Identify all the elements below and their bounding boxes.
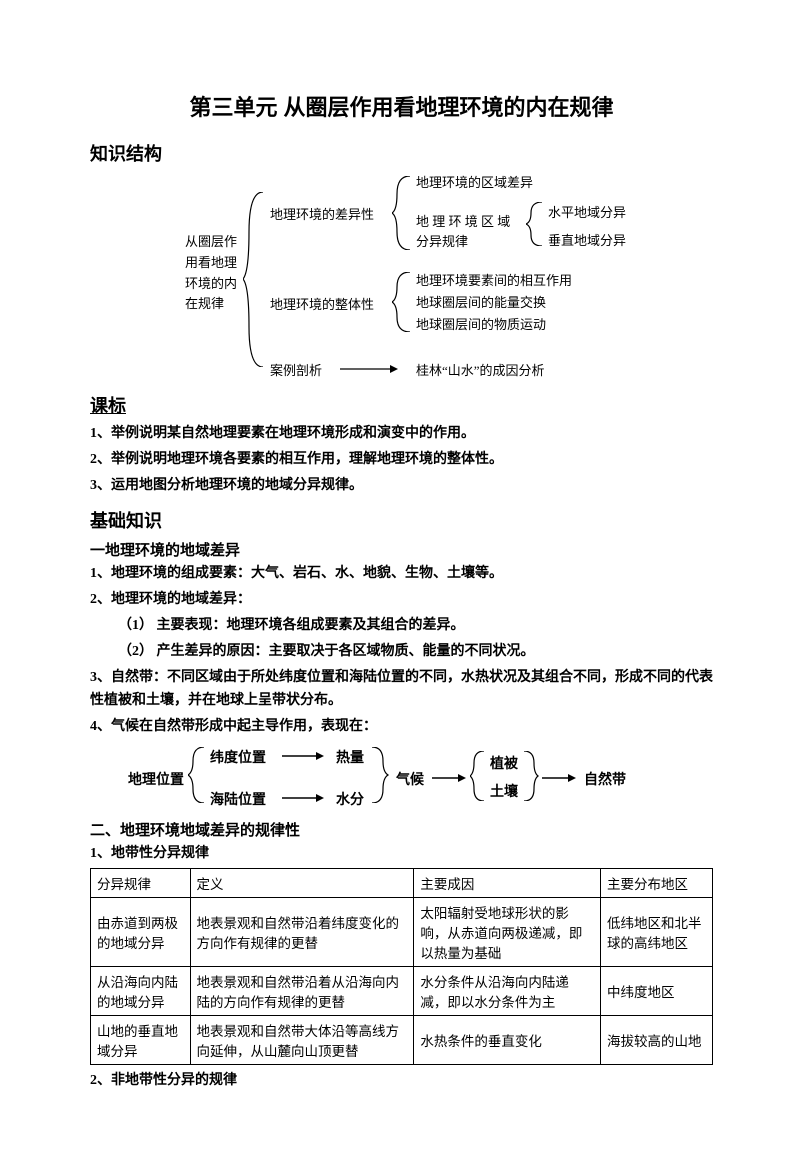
b1b1: 水平地域分异 xyxy=(548,202,626,221)
d2-mid: 气候 xyxy=(396,769,424,789)
root-node: 从圈层作 用看地理 环境的内 在规律 xyxy=(185,232,237,315)
basics-p1: 1、地理环境的组成要素：大气、岩石、水、地貌、生物、土壤等。 xyxy=(90,562,713,586)
document-title: 第三单元 从圈层作用看地理环境的内在规律 xyxy=(90,90,713,122)
climate-flow-diagram: 地理位置 纬度位置 海陆位置 热量 水分 气候 植被 土壤 xyxy=(90,743,713,813)
b2a: 地理环境要素间的相互作用 xyxy=(416,270,572,289)
b3a: 桂林“山水”的成因分析 xyxy=(416,360,545,379)
standard-line-3: 3、运用地图分析地理环境的地域分异规律。 xyxy=(90,474,713,498)
branch-whole: 地理环境的整体性 xyxy=(270,294,374,313)
b1b: 地 理 环 境 区 域 分异规律 xyxy=(416,212,510,252)
arrow-case-icon xyxy=(340,362,400,376)
d2-root: 地理位置 xyxy=(128,769,184,789)
b1a: 地理环境的区域差异 xyxy=(416,172,533,191)
d2-c1: 植被 xyxy=(490,753,518,773)
basics-p2a: （1） 主要表现：地理环境各组成要素及其组合的差异。 xyxy=(90,614,713,638)
brace-b2-icon xyxy=(392,272,414,332)
table-header-row: 分异规律 定义 主要成因 主要分布地区 xyxy=(91,868,713,897)
cell: 地表景观和自然带沿着纬度变化的方向作有规律的更替 xyxy=(190,897,414,966)
arrow-d2-1-icon xyxy=(282,749,326,763)
cell: 水分条件从沿海向内陆递减，即以水分条件为主 xyxy=(414,966,601,1015)
cell: 地表景观和自然带沿着从沿海向内陆的方向作有规律的更替 xyxy=(190,966,414,1015)
section-heading-structure: 知识结构 xyxy=(90,140,713,166)
rules-table: 分异规律 定义 主要成因 主要分布地区 由赤道到两极的地域分异 地表景观和自然带… xyxy=(90,868,713,1065)
section-heading-standard: 课标 xyxy=(90,392,713,418)
cell: 山地的垂直地域分异 xyxy=(91,1015,191,1064)
cell: 海拔较高的山地 xyxy=(601,1015,713,1064)
table-row: 从沿海向内陆的地域分异 地表景观和自然带沿着从沿海向内陆的方向作有规律的更替 水… xyxy=(91,966,713,1015)
b2b: 地球圈层间的能量交换 xyxy=(416,292,546,311)
d2-a1: 纬度位置 xyxy=(210,747,266,767)
table-row: 山地的垂直地域分异 地表景观和自然带大体沿等高线方向延伸，从山麓向山顶更替 水热… xyxy=(91,1015,713,1064)
b2c: 地球圈层间的物质运动 xyxy=(416,314,546,333)
th-1: 分异规律 xyxy=(91,868,191,897)
standard-line-2: 2、举例说明地理环境各要素的相互作用，理解地理环境的整体性。 xyxy=(90,448,713,472)
arrow-d2-2-icon xyxy=(282,791,326,805)
brace-b1b-icon xyxy=(526,202,546,246)
basics-p3: 3、自然带：不同区域由于所处纬度位置和海陆位置的不同，水热状况及其组合不同，形成… xyxy=(90,666,713,714)
cell: 从沿海向内陆的地域分异 xyxy=(91,966,191,1015)
d2-end: 自然带 xyxy=(584,769,626,789)
brace-d2d-icon xyxy=(522,751,540,801)
basics-subheading-2: 二、地理环境地域差异的规律性 xyxy=(90,819,713,840)
brace-d2a-icon xyxy=(188,747,208,803)
cell: 地表景观和自然带大体沿等高线方向延伸，从山麓向山顶更替 xyxy=(190,1015,414,1064)
basics-subheading-1: 一地理环境的地域差异 xyxy=(90,539,713,560)
brace-root-icon xyxy=(243,192,267,367)
brace-b1-icon xyxy=(392,176,414,250)
d2-b1: 热量 xyxy=(336,747,364,767)
section-heading-basics: 基础知识 xyxy=(90,507,713,533)
d2-a2: 海陆位置 xyxy=(210,789,266,809)
arrow-d2-3-icon xyxy=(432,771,468,785)
cell: 水热条件的垂直变化 xyxy=(414,1015,601,1064)
arrow-d2-4-icon xyxy=(542,771,578,785)
cell: 中纬度地区 xyxy=(601,966,713,1015)
basics-p2b: （2） 产生差异的原因：主要取决于各区域物质、能量的不同状况。 xyxy=(90,640,713,664)
basics-p6: 2、非地带性分异的规律 xyxy=(90,1069,713,1093)
branch-diff: 地理环境的差异性 xyxy=(270,204,374,223)
cell: 由赤道到两极的地域分异 xyxy=(91,897,191,966)
cell: 低纬地区和北半球的高纬地区 xyxy=(601,897,713,966)
page-root: 第三单元 从圈层作用看地理环境的内在规律 知识结构 从圈层作 用看地理 环境的内… xyxy=(0,0,793,1155)
cell: 太阳辐射受地球形状的影响，从赤道向两极递减，即以热量为基础 xyxy=(414,897,601,966)
basics-p4: 4、气候在自然带形成中起主导作用，表现在： xyxy=(90,715,713,739)
knowledge-structure-diagram: 从圈层作 用看地理 环境的内 在规律 地理环境的差异性 地理环境的区域差异 地 … xyxy=(90,172,713,382)
b1b2: 垂直地域分异 xyxy=(548,230,626,249)
brace-d2c-icon xyxy=(470,751,488,801)
basics-p2: 2、地理环境的地域差异： xyxy=(90,588,713,612)
th-3: 主要成因 xyxy=(414,868,601,897)
brace-d2b-icon xyxy=(370,747,390,803)
d2-b2: 水分 xyxy=(336,789,364,809)
standard-heading-text: 课标 xyxy=(90,396,126,416)
d2-c2: 土壤 xyxy=(490,781,518,801)
basics-p5: 1、地带性分异规律 xyxy=(90,842,713,866)
th-2: 定义 xyxy=(190,868,414,897)
standard-line-1: 1、举例说明某自然地理要素在地理环境形成和演变中的作用。 xyxy=(90,422,713,446)
branch-case: 案例剖析 xyxy=(270,360,322,379)
table-row: 由赤道到两极的地域分异 地表景观和自然带沿着纬度变化的方向作有规律的更替 太阳辐… xyxy=(91,897,713,966)
th-4: 主要分布地区 xyxy=(601,868,713,897)
